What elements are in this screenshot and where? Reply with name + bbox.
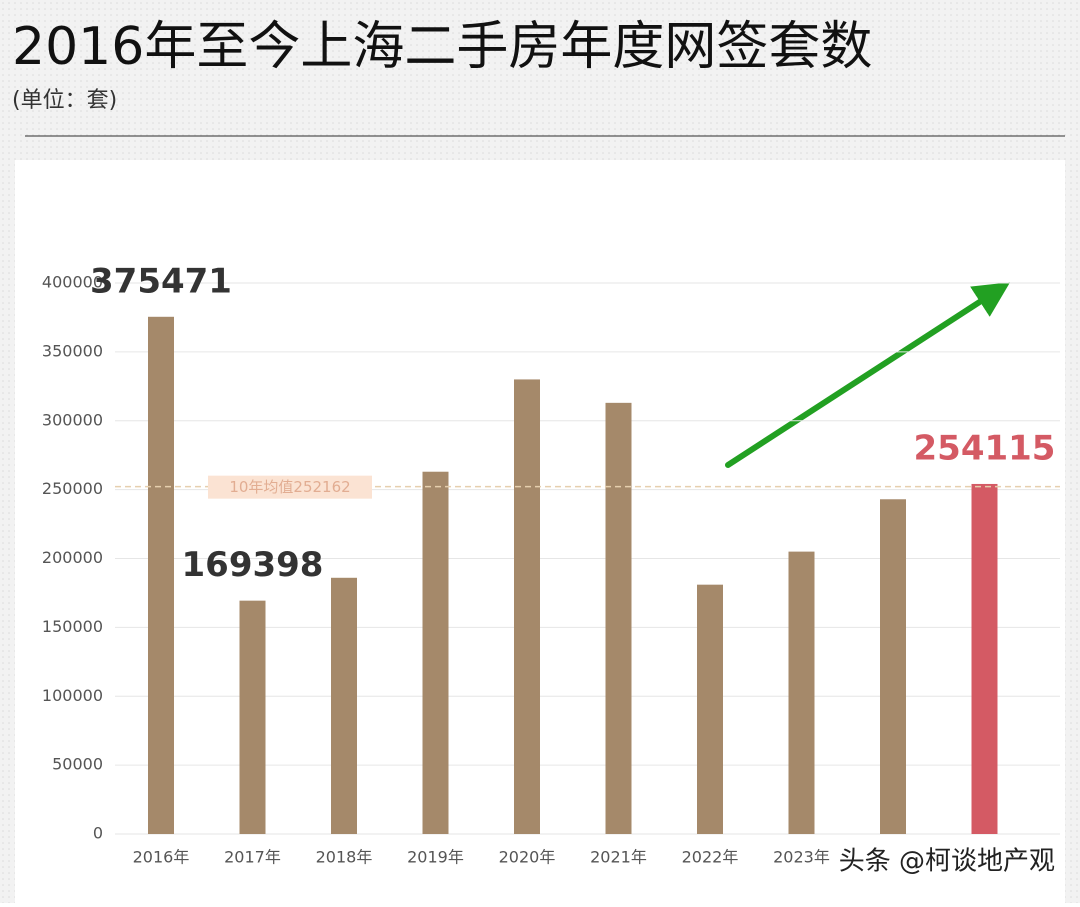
watermark: 头条 @柯谈地产观 (839, 847, 1055, 877)
average-label: 10年均值252162 (229, 478, 350, 496)
x-tick-label: 2017年 (224, 848, 281, 867)
y-tick-label: 400000 (42, 273, 103, 292)
data-label: 375471 (90, 261, 232, 301)
bar (239, 600, 266, 834)
y-tick-label: 300000 (42, 410, 103, 429)
bar (605, 402, 632, 834)
x-tick-label: 2023年 (773, 848, 830, 867)
average-label-box (208, 475, 372, 499)
bar (788, 551, 815, 834)
bar (331, 577, 357, 834)
x-tick-label: 2016年 (133, 848, 190, 867)
x-tick-label: 2019年 (407, 848, 464, 867)
x-tick-label: 2022年 (682, 848, 739, 867)
data-label: 254115 (914, 428, 1056, 468)
y-tick-label: 100000 (42, 686, 103, 705)
trend-arrow (725, 282, 1011, 468)
x-tick-label: 2018年 (316, 848, 373, 867)
x-tick-label: 2020年 (499, 848, 556, 867)
y-tick-label: 250000 (42, 479, 103, 498)
bar (880, 499, 906, 834)
bar (697, 584, 723, 834)
y-tick-label: 150000 (42, 617, 103, 636)
chart-subtitle: (单位：套) (12, 88, 117, 113)
y-tick-label: 200000 (42, 548, 103, 567)
bar (514, 379, 540, 834)
bar (971, 483, 998, 834)
bar (148, 316, 174, 834)
chart-title: 2016年至今上海二手房年度网签套数 (12, 17, 872, 77)
y-tick-label: 350000 (42, 341, 103, 360)
data-label: 169398 (182, 545, 324, 585)
x-tick-label: 2021年 (590, 848, 647, 867)
y-tick-label: 0 (93, 824, 103, 843)
y-tick-label: 50000 (52, 755, 103, 774)
bar (422, 471, 449, 834)
